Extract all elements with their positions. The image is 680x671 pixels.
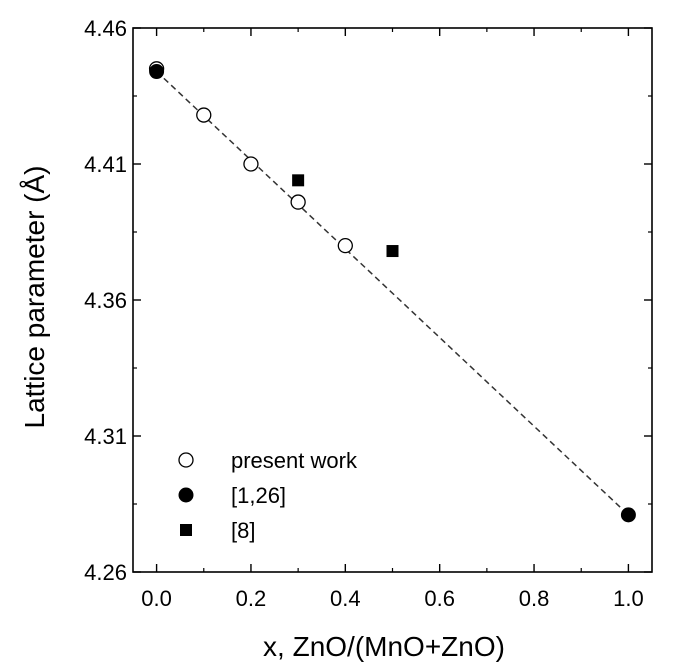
data-point-filled-square-1 [386,245,399,258]
data-point-filled-circle-0 [149,64,165,80]
legend-marker-filled-circle [178,487,194,503]
data-point-open-circle-4 [337,237,353,254]
x-axis-label: x, ZnO/(MnO+ZnO) [263,631,505,662]
x-tick-label: 0.4 [330,586,361,611]
fit-line-layer [156,70,629,516]
data-point-open-circle-3 [290,194,306,210]
x-tick-label: 0.2 [236,586,267,611]
legend-marker-open-circle [178,452,194,468]
axis-ticks-layer [133,27,652,573]
data-point-filled-circle-1 [620,507,636,523]
plot-frame [132,27,653,573]
legend-label: [1,26] [231,483,286,508]
y-tick-label: 4.41 [84,152,127,177]
y-tick-label: 4.31 [84,424,127,449]
data-point-open-circle-1 [196,107,212,123]
tick-labels-layer: 0.0 0.2 0.4 0.6 0.8 1.0 4.26 4.31 4.36 4.41 4.46 [84,16,644,611]
data-points-layer [148,61,636,523]
legend: present work [1,26] [8] [178,448,358,543]
dashed-fit-line [156,70,629,516]
legend-marker-filled-square [180,524,192,536]
legend-label: present work [231,448,358,473]
data-point-filled-square-0 [292,174,305,187]
y-axis-label: Lattice parameter (Å) [19,166,50,429]
y-tick-label: 4.46 [84,16,127,41]
legend-label: [8] [231,518,255,543]
y-tick-label: 4.36 [84,288,127,313]
plot-frame-layer [132,27,653,573]
x-tick-label: 1.0 [613,586,644,611]
data-point-open-circle-2 [243,156,259,172]
y-tick-label: 4.26 [84,560,127,585]
x-tick-label: 0.8 [519,586,550,611]
x-tick-label: 0.0 [141,586,172,611]
x-tick-label: 0.6 [424,586,455,611]
